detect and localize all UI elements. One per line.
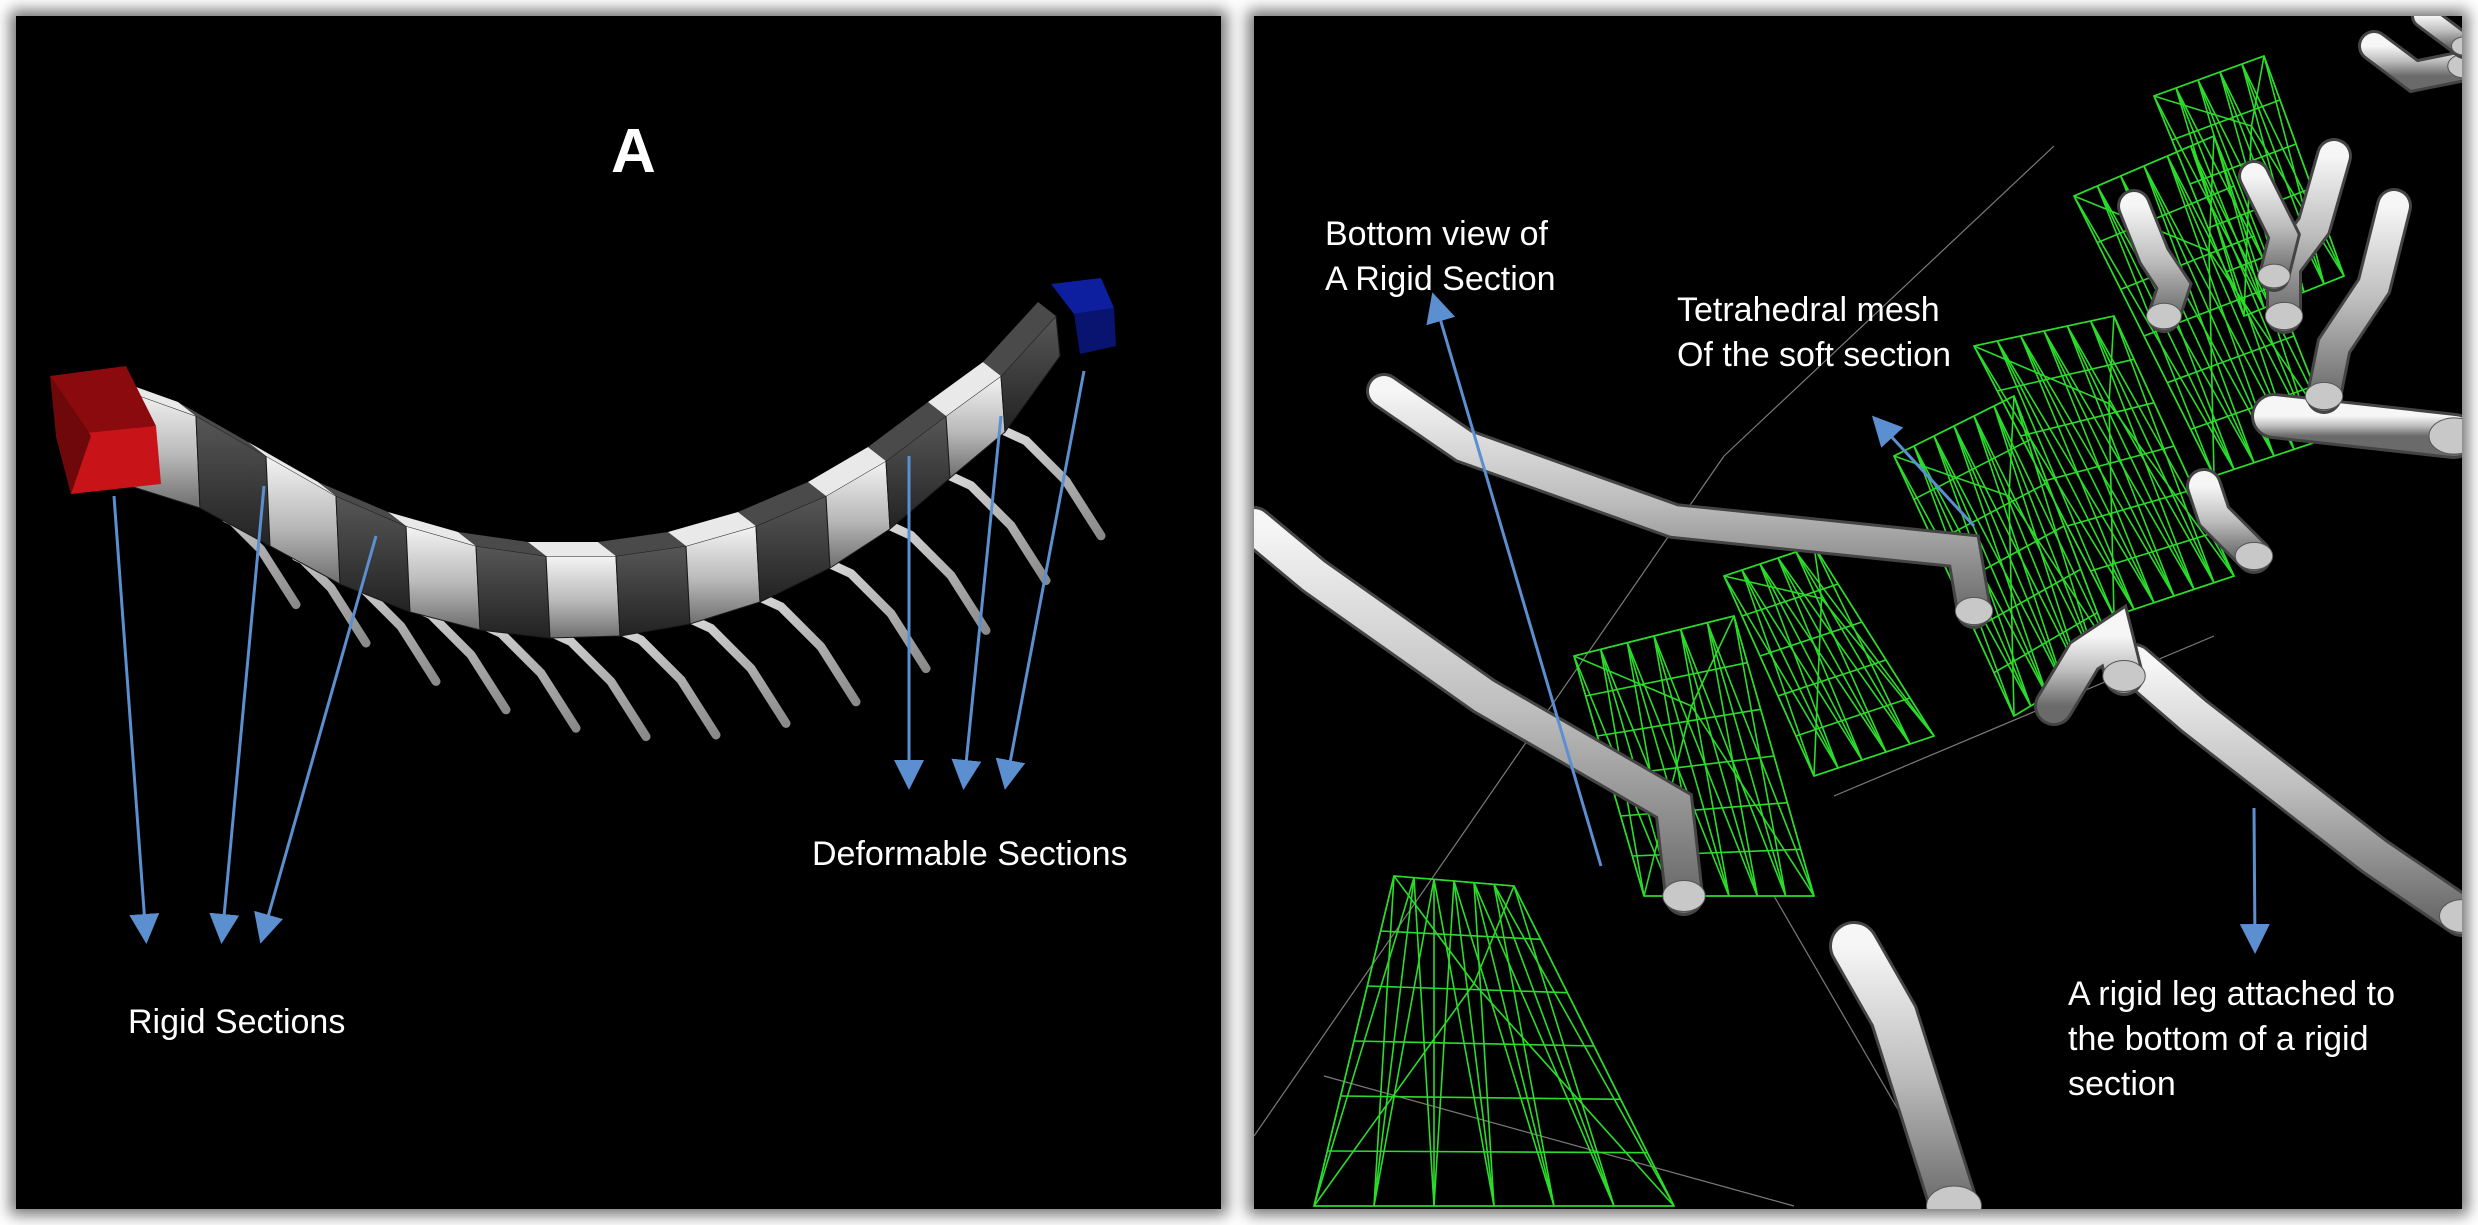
body-segment xyxy=(475,545,551,639)
tetra-mesh-label-line2: Of the soft section xyxy=(1677,336,1952,374)
bottom-view-label-line1: Bottom view of xyxy=(1325,215,1548,253)
leg-joint xyxy=(1926,1185,1982,1209)
mesh-block xyxy=(1722,545,1936,777)
segment-top xyxy=(388,512,476,546)
panel-a-rigid-deformable-body: A Rigid Sections Deformable Sections xyxy=(16,16,1221,1209)
leg-joint xyxy=(2304,381,2344,411)
rigid-leg-label-line1: A rigid leg attached to xyxy=(2068,975,2396,1013)
panel-b-illustration xyxy=(1254,16,2462,1209)
centipede-body xyxy=(108,302,1061,639)
annotation-arrows-a xyxy=(112,370,1086,944)
rigid-leg-tube xyxy=(1254,509,1701,913)
segment-top xyxy=(983,302,1056,376)
rigid-legs xyxy=(1254,16,2462,1209)
leg-joint xyxy=(1662,880,1706,912)
panel-title-a: A xyxy=(611,117,656,186)
head-block xyxy=(1051,278,1116,354)
rigid-leg-tube xyxy=(2361,33,2462,90)
rigid-leg-tube xyxy=(1369,376,1989,626)
body-segment xyxy=(1000,314,1061,434)
panel-a-illustration xyxy=(50,278,1116,944)
rigid-tail-block xyxy=(50,366,161,494)
deformable-sections-label: Deformable Sections xyxy=(812,835,1128,873)
arrow-rigid-1 xyxy=(112,495,160,944)
rigid-leg-tube xyxy=(2241,163,2298,289)
mesh-block xyxy=(2152,54,2346,318)
rigid-sections-label: Rigid Sections xyxy=(128,1003,346,1041)
arrow-tetra-mesh xyxy=(1871,415,1976,528)
body-segment xyxy=(615,545,691,637)
arrow-deform-2 xyxy=(951,415,1003,790)
segment-top xyxy=(738,482,826,526)
segment-top xyxy=(928,362,1001,416)
tetra-mesh-label-line1: Tetrahedral mesh xyxy=(1677,291,1940,329)
body-segment xyxy=(545,555,621,639)
panel-b-mesh-closeup: Bottom view of A Rigid Section Tetrahedr… xyxy=(1254,16,2462,1209)
leg-joint xyxy=(2146,302,2182,330)
leg-joint xyxy=(2439,899,2462,933)
segment-top xyxy=(668,512,756,546)
rigid-leg-tube xyxy=(2309,191,2409,411)
leg-joint xyxy=(2102,660,2146,692)
arrow-bottom-view xyxy=(1426,292,1603,867)
annotation-arrows-b xyxy=(1426,292,2270,954)
arrow-rigid-2 xyxy=(209,485,266,944)
rigid-leg-tube xyxy=(2037,608,2141,723)
mesh-block xyxy=(1312,875,1676,1207)
leg-joint xyxy=(2447,53,2462,79)
rigid-leg-tube xyxy=(1832,924,1976,1209)
leg-joint xyxy=(2428,417,2462,455)
leg-joint xyxy=(1954,596,1994,626)
segment-top xyxy=(248,442,336,496)
leg-joint xyxy=(2264,301,2304,331)
segment-top xyxy=(808,447,886,496)
segment-top xyxy=(178,402,266,456)
rigid-leg-tube xyxy=(2120,192,2190,330)
segment-top xyxy=(458,532,546,556)
segment-top xyxy=(528,542,616,556)
rigid-leg-label-line3: section xyxy=(2068,1065,2176,1103)
arrow-rigid-3 xyxy=(254,535,378,944)
leg-joint xyxy=(2234,541,2274,571)
rigid-leg-tube xyxy=(2254,396,2462,456)
segment-top xyxy=(868,402,946,461)
leg-joint xyxy=(2257,263,2291,289)
rigid-leg-tube xyxy=(2269,141,2349,331)
arrow-rigid-leg xyxy=(2239,807,2270,954)
body-segment xyxy=(335,495,411,613)
rigid-leg-label-line2: the bottom of a rigid xyxy=(2068,1020,2369,1058)
arrow-deform-3 xyxy=(995,370,1086,790)
body-outline-lines xyxy=(1254,145,2215,1207)
leg-joint xyxy=(2451,36,2462,56)
bottom-view-label-line2: A Rigid Section xyxy=(1325,260,1556,298)
rigid-leg-tube xyxy=(2116,646,2462,934)
segment-top xyxy=(598,532,686,556)
segment-top xyxy=(318,482,406,526)
